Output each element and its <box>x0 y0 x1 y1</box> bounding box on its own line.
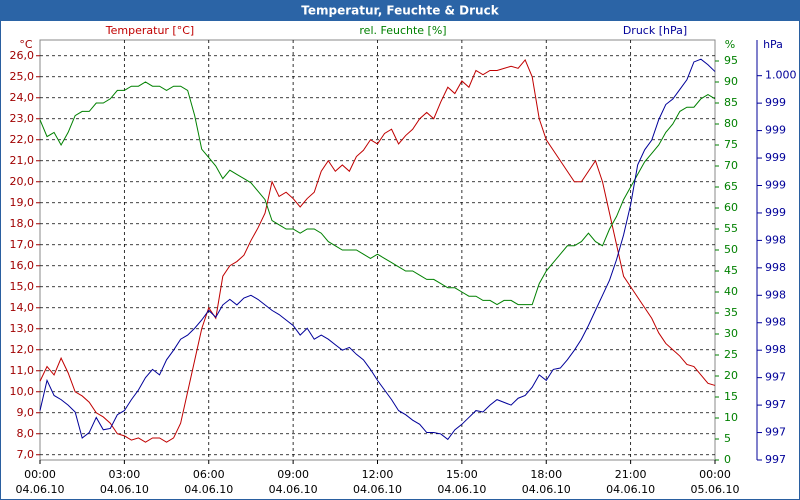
y2-tick-label: 95 <box>724 54 738 67</box>
y2-tick-label: 80 <box>724 117 738 130</box>
y-tick-label: 11,0 <box>10 364 35 377</box>
chart-title: Temperatur, Feuchte & Druck <box>301 4 499 18</box>
x-tick-date: 04.06.10 <box>437 483 486 496</box>
y-tick-label: 19,0 <box>10 196 35 209</box>
y3-tick-label: 998 <box>765 233 786 246</box>
y3-tick-label: 999 <box>765 124 786 137</box>
y3-tick-label: 998 <box>765 288 786 301</box>
legend-label: Temperatur [°C] <box>105 24 194 37</box>
series-line <box>39 58 716 443</box>
y2-tick-label: 35 <box>724 306 738 319</box>
y-tick-label: 10,0 <box>10 385 35 398</box>
x-tick-label: 18:00 <box>530 468 562 481</box>
y3-unit: hPa <box>763 38 783 51</box>
y2-tick-label: 30 <box>724 327 738 340</box>
y2-tick-label: 85 <box>724 96 738 109</box>
x-tick-date: 04.06.10 <box>522 483 571 496</box>
y-tick-label: 14,0 <box>10 301 35 314</box>
y2-tick-label: 55 <box>724 222 738 235</box>
x-tick-date: 04.06.10 <box>269 483 318 496</box>
x-tick-date: 04.06.10 <box>100 483 149 496</box>
y-tick-label: 21,0 <box>10 154 35 167</box>
x-tick-date: 04.06.10 <box>16 483 65 496</box>
series-line <box>39 81 716 306</box>
x-tick-label: 09:00 <box>277 468 309 481</box>
x-tick-label: 15:00 <box>446 468 478 481</box>
x-tick-date: 04.06.10 <box>184 483 233 496</box>
y-tick-label: 20,0 <box>10 175 35 188</box>
y3-tick-label: 999 <box>765 178 786 191</box>
y2-tick-label: 45 <box>724 264 738 277</box>
y2-tick-label: 10 <box>724 411 738 424</box>
y3-tick-label: 999 <box>765 206 786 219</box>
x-tick-label: 06:00 <box>193 468 225 481</box>
y-tick-label: 22,0 <box>10 133 35 146</box>
y-tick-label: 25,0 <box>10 70 35 83</box>
x-tick-date: 05.06.10 <box>691 483 740 496</box>
y3-tick-label: 998 <box>765 261 786 274</box>
y-tick-label: 15,0 <box>10 280 35 293</box>
y3-tick-label: 997 <box>765 453 786 466</box>
y3-tick-label: 999 <box>765 151 786 164</box>
y2-tick-label: 90 <box>724 75 738 88</box>
y2-tick-label: 20 <box>724 369 738 382</box>
y3-tick-label: 998 <box>765 316 786 329</box>
legend-label: Druck [hPa] <box>623 24 687 37</box>
y2-tick-label: 15 <box>724 390 738 403</box>
title-bar <box>0 0 800 21</box>
y2-tick-label: 5 <box>724 432 731 445</box>
y2-tick-label: 25 <box>724 348 738 361</box>
y-tick-label: 18,0 <box>10 217 35 230</box>
y2-tick-label: 70 <box>724 159 738 172</box>
y2-tick-label: 0 <box>724 453 731 466</box>
y2-tick-label: 75 <box>724 138 738 151</box>
y3-tick-label: 999 <box>765 96 786 109</box>
y-tick-label: 8,0 <box>17 427 35 440</box>
y-tick-label: 17,0 <box>10 238 35 251</box>
y-tick-label: 24,0 <box>10 91 35 104</box>
x-tick-date: 04.06.10 <box>353 483 402 496</box>
legend-label: rel. Feuchte [%] <box>359 24 446 37</box>
y3-tick-label: 1.000 <box>765 69 797 82</box>
y-tick-label: 16,0 <box>10 259 35 272</box>
series-line <box>39 58 716 441</box>
y2-unit: % <box>725 38 735 51</box>
y-tick-label: 13,0 <box>10 322 35 335</box>
x-tick-label: 12:00 <box>362 468 394 481</box>
x-tick-label: 21:00 <box>615 468 647 481</box>
y2-tick-label: 50 <box>724 243 738 256</box>
x-tick-label: 00:00 <box>24 468 56 481</box>
y-tick-label: 7,0 <box>17 448 35 461</box>
y3-tick-label: 997 <box>765 371 786 384</box>
x-tick-label: 00:00 <box>699 468 731 481</box>
y-tick-label: 12,0 <box>10 343 35 356</box>
y-unit: °C <box>19 38 33 51</box>
y-tick-label: 9,0 <box>17 406 35 419</box>
y2-tick-label: 40 <box>724 285 738 298</box>
y-tick-label: 23,0 <box>10 112 35 125</box>
y-tick-label: 26,0 <box>10 49 35 62</box>
y2-tick-label: 65 <box>724 180 738 193</box>
y2-tick-label: 60 <box>724 201 738 214</box>
x-tick-label: 03:00 <box>109 468 141 481</box>
y3-tick-label: 998 <box>765 343 786 356</box>
x-tick-date: 04.06.10 <box>606 483 655 496</box>
y3-tick-label: 997 <box>765 426 786 439</box>
y3-tick-label: 997 <box>765 398 786 411</box>
